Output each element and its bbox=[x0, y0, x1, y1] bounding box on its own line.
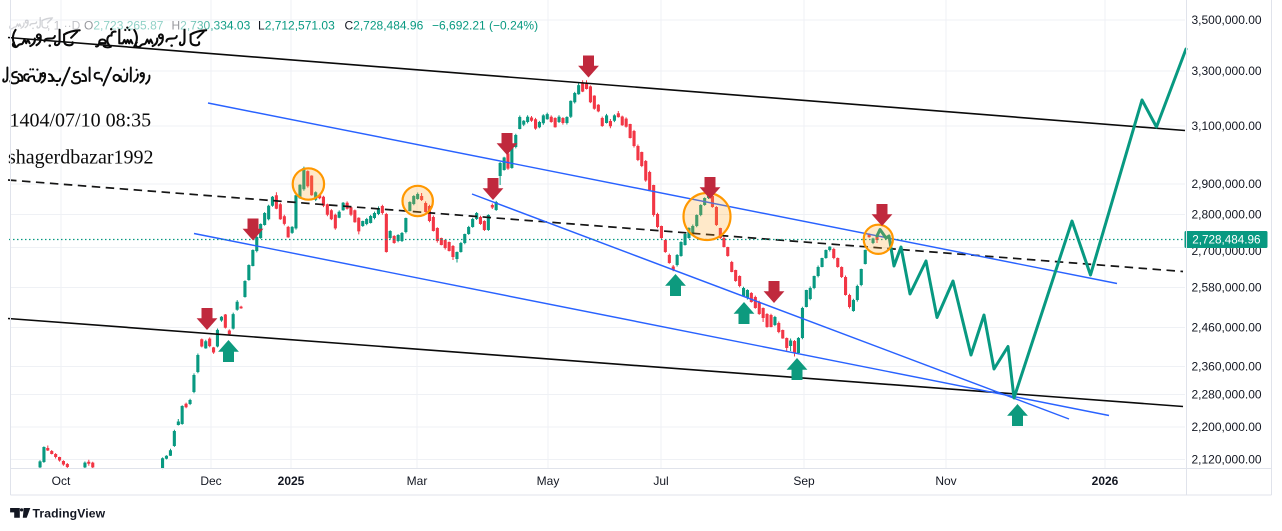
svg-text:2,360,000.00: 2,360,000.00 bbox=[1192, 360, 1262, 374]
svg-text:3,300,000.00: 3,300,000.00 bbox=[1192, 64, 1262, 78]
svg-text:Dec: Dec bbox=[200, 474, 221, 488]
svg-text:−6,692.21 (−0.24%): −6,692.21 (−0.24%) bbox=[432, 19, 538, 33]
svg-text:2,900,000.00: 2,900,000.00 bbox=[1192, 177, 1262, 191]
svg-text:2026: 2026 bbox=[1092, 474, 1119, 488]
svg-text:Jul: Jul bbox=[653, 474, 668, 488]
svg-text:, 1 ··D: , 1 ··D bbox=[47, 19, 81, 33]
svg-text:H2,730,334.03: H2,730,334.03 bbox=[172, 19, 251, 33]
svg-text:3,100,000.00: 3,100,000.00 bbox=[1192, 119, 1262, 133]
svg-text:1404/07/10 08:35: 1404/07/10 08:35 bbox=[10, 110, 152, 132]
svg-text:2,200,000.00: 2,200,000.00 bbox=[1192, 420, 1262, 434]
svg-text:Oct: Oct bbox=[52, 474, 71, 488]
svg-text:2,460,000.00: 2,460,000.00 bbox=[1192, 321, 1262, 335]
svg-text:L2,712,571.03: L2,712,571.03 bbox=[258, 19, 335, 33]
svg-text:2,280,000.00: 2,280,000.00 bbox=[1192, 388, 1262, 402]
svg-text:Sep: Sep bbox=[793, 474, 815, 488]
svg-text:shagerdbazar1992: shagerdbazar1992 bbox=[8, 147, 154, 169]
svg-text:Nov: Nov bbox=[935, 474, 956, 488]
svg-text:C2,728,484.96: C2,728,484.96 bbox=[345, 19, 424, 33]
svg-text:2025: 2025 bbox=[278, 474, 305, 488]
svg-text:May: May bbox=[537, 474, 560, 488]
svg-text:TradingView: TradingView bbox=[33, 507, 106, 521]
svg-text:O2,723,265.87: O2,723,265.87 bbox=[84, 19, 164, 33]
svg-text:2,728,484.96: 2,728,484.96 bbox=[1192, 234, 1260, 247]
svg-text:2,120,000.00: 2,120,000.00 bbox=[1192, 453, 1262, 467]
svg-text:3,500,000.00: 3,500,000.00 bbox=[1192, 13, 1262, 27]
svg-text:2,580,000.00: 2,580,000.00 bbox=[1192, 281, 1262, 295]
svg-text:2,800,000.00: 2,800,000.00 bbox=[1192, 208, 1262, 222]
svg-text:Mar: Mar bbox=[407, 474, 428, 488]
